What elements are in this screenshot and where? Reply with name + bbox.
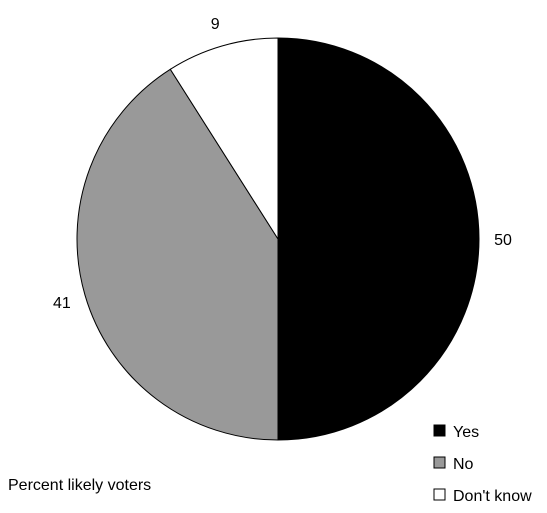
legend-label-yes: Yes <box>453 424 479 441</box>
chart-note: Percent likely voters <box>8 477 151 494</box>
legend-swatch-don-t-know <box>433 488 446 501</box>
legend: Yes No Don't know <box>433 424 532 505</box>
data-label-don-t-know: 9 <box>211 16 220 33</box>
legend-swatch-yes <box>433 424 446 437</box>
data-label-yes: 50 <box>494 232 512 249</box>
pie-slice-no <box>76 68 279 441</box>
pie-slice-don-t-know <box>169 37 279 241</box>
legend-label-don-t-know: Don't know <box>453 488 532 505</box>
data-label-no: 41 <box>53 295 71 312</box>
pie-slices <box>76 37 480 441</box>
pie-slice-yes <box>277 37 480 441</box>
legend-swatch-no <box>433 456 446 469</box>
legend-label-no: No <box>453 456 474 473</box>
data-labels: 50 41 9 <box>53 16 512 312</box>
